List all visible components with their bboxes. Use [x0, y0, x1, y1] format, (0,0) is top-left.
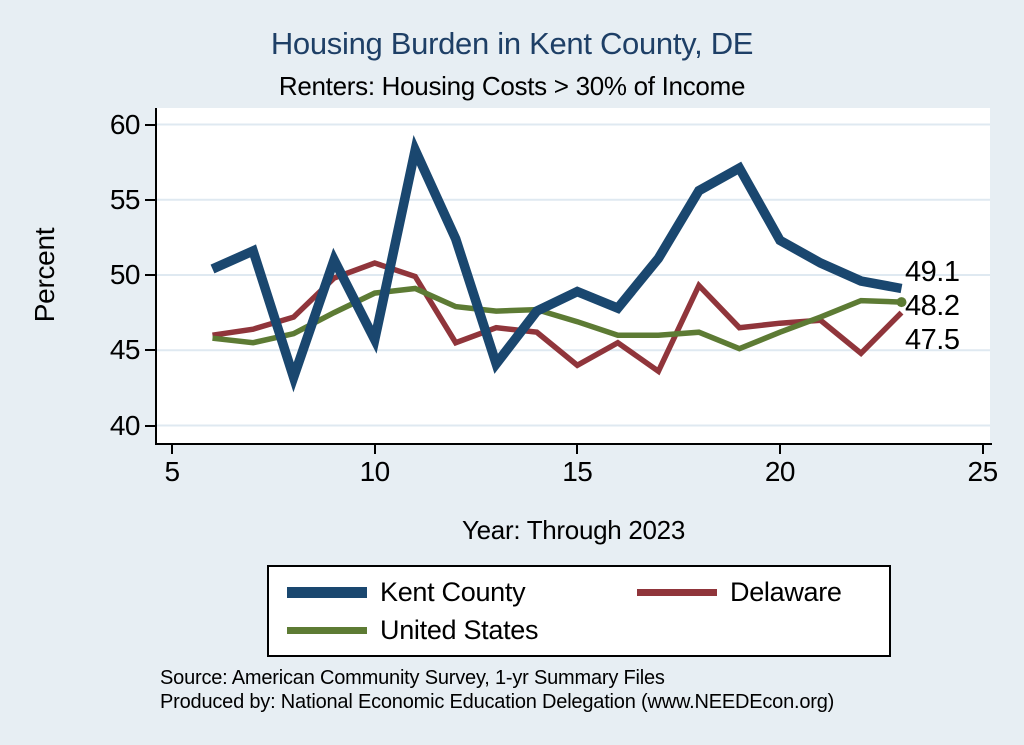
- x-tick-label: 10: [359, 456, 391, 487]
- x-tick: [373, 445, 376, 454]
- y-tick-label: 55: [109, 183, 141, 215]
- chart-title: Housing Burden in Kent County, DE: [270, 26, 754, 61]
- source-line-1: Source: American Community Survey, 1-yr …: [160, 667, 665, 689]
- y-tick: [145, 274, 155, 276]
- y-tick-label: 50: [109, 259, 141, 290]
- x-tick-label: 5: [164, 456, 180, 487]
- x-tick: [171, 445, 173, 454]
- legend-swatch-united-states: [287, 626, 367, 634]
- source-line-2: Produced by: National Economic Education…: [160, 691, 835, 713]
- y-tick: [145, 349, 155, 352]
- end-marker-united-states: [896, 297, 907, 308]
- y-tick-label: 60: [109, 108, 141, 140]
- plot-svg: [157, 123, 990, 427]
- end-label-delaware: 47.5: [905, 324, 960, 356]
- y-tick-label: 40: [109, 409, 141, 441]
- legend-label-delaware: Delaware: [730, 576, 842, 607]
- x-tick: [778, 445, 781, 454]
- x-tick-label: 20: [764, 456, 796, 487]
- series-line-kent-county: [210, 135, 903, 393]
- legend-label-united-states: United States: [380, 614, 539, 645]
- x-tick: [576, 445, 579, 454]
- x-tick: [981, 445, 984, 454]
- legend-swatch-delaware: [637, 588, 717, 596]
- end-label-united-states: 48.2: [905, 290, 960, 322]
- plot-area: [157, 108, 990, 443]
- legend-entry-kent-county: Kent County: [287, 577, 637, 608]
- x-tick-label: 15: [562, 456, 593, 487]
- end-label-kent-county: 49.1: [905, 256, 960, 288]
- y-tick: [145, 123, 155, 126]
- legend-label-kent-county: Kent County: [380, 576, 526, 607]
- y-tick-label: 45: [109, 334, 141, 366]
- x-axis-line: [155, 443, 992, 445]
- legend-entry-united-states: United States: [287, 615, 637, 646]
- legend-swatch-kent-county: [287, 586, 367, 598]
- legend-entry-delaware: Delaware: [637, 577, 889, 608]
- y-axis-line: [155, 108, 157, 445]
- y-tick: [145, 198, 155, 201]
- chart-subtitle: Renters: Housing Costs > 30% of Income: [278, 71, 746, 101]
- legend-box: Kent County Delaware United States: [267, 565, 891, 657]
- y-axis-title: Percent: [29, 227, 60, 323]
- series-line-united-states: [212, 285, 902, 352]
- x-axis-title: Year: Through 2023: [461, 515, 685, 545]
- source-note: Source: American Community Survey, 1-yr …: [160, 666, 834, 714]
- x-tick-label: 25: [967, 456, 999, 487]
- y-tick: [145, 424, 155, 427]
